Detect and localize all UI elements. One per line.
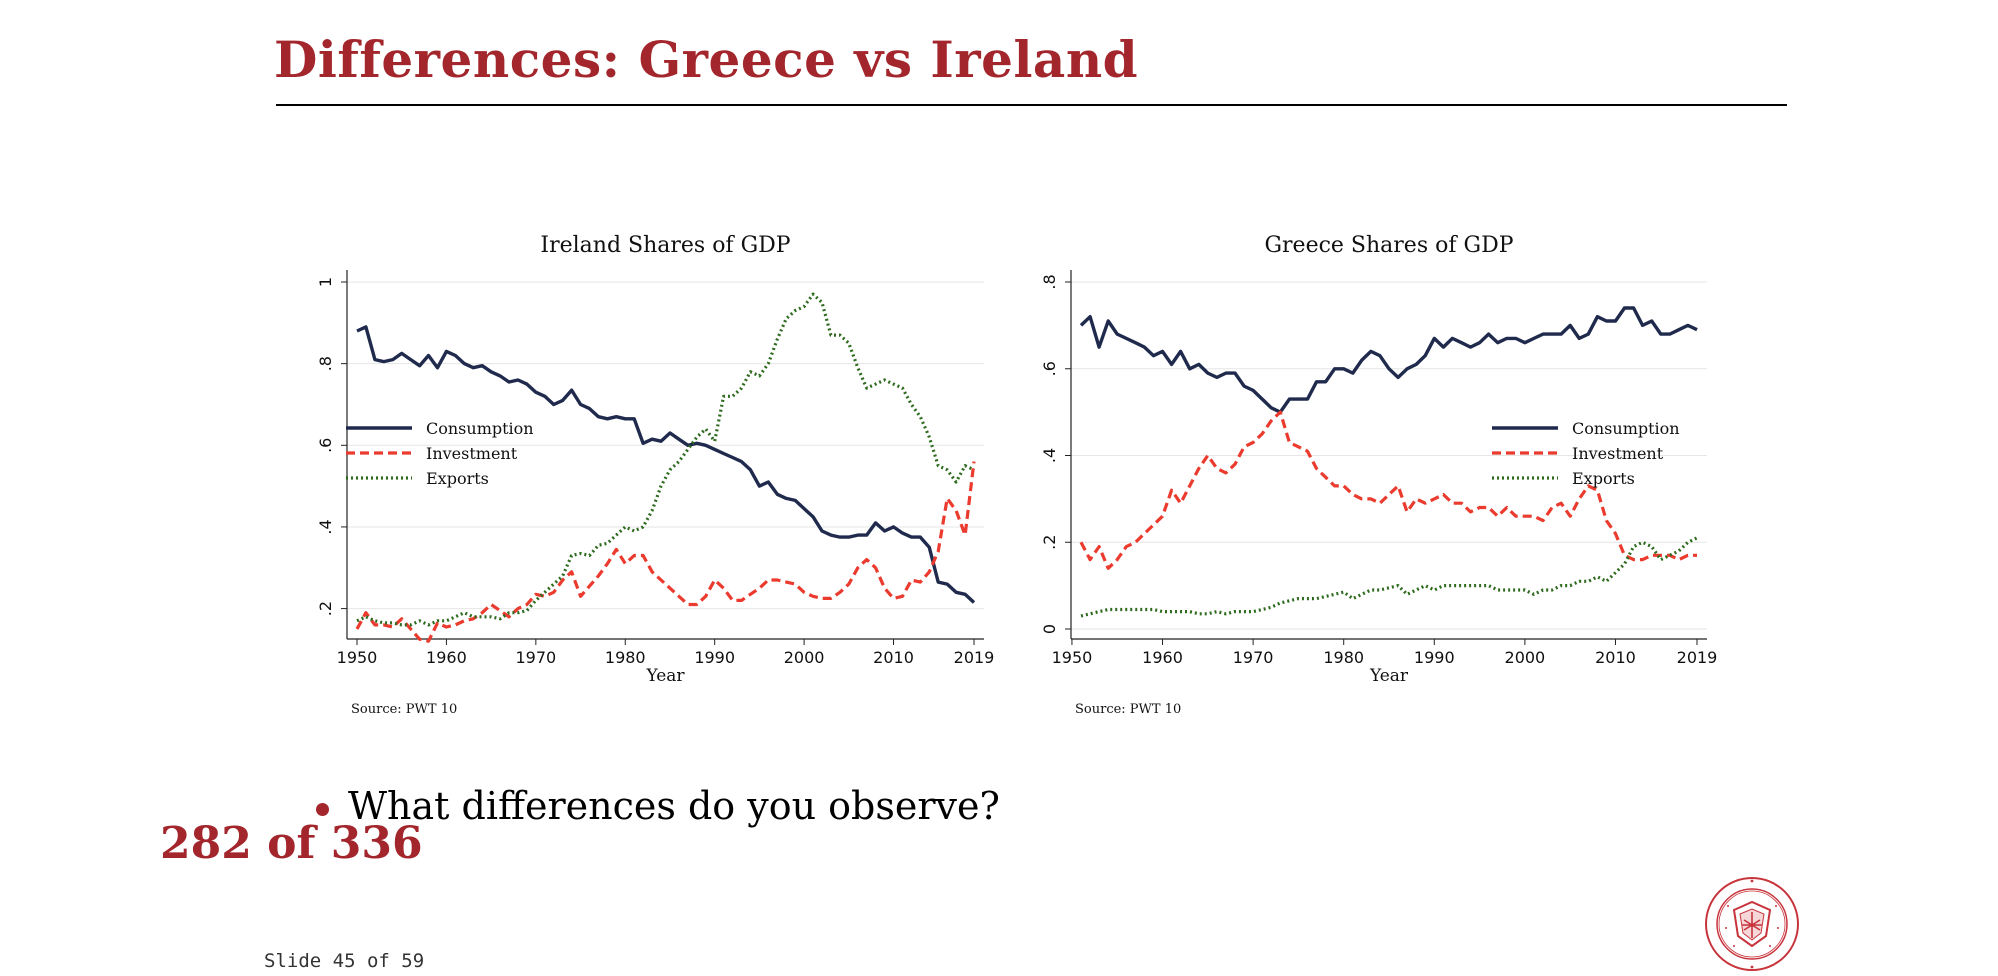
x-tick-label: 1950 (337, 648, 378, 667)
x-tick-label: 1970 (515, 648, 556, 667)
legend-label: Exports (1572, 469, 1635, 488)
slide-title: Differences: Greece vs Ireland (274, 30, 1139, 89)
legend-label: Consumption (1572, 419, 1680, 438)
series-line-exports (1080, 536, 1698, 618)
chart-greece: Greece Shares of GDP 0 .2 .4 .6 .8 1950 1960 197… (1011, 222, 1731, 727)
source-note: Source: PWT 10 (351, 702, 457, 717)
series-line-exports (356, 292, 975, 627)
y-tick-label: .4 (1040, 448, 1059, 463)
x-tick-label: 1980 (605, 648, 646, 667)
chart-ireland: Ireland Shares of GDP .2 .4 .6 .8 1 1950 1960 19… (286, 222, 1006, 727)
y-tick-label: .6 (1040, 361, 1059, 376)
y-tick-label: .8 (1040, 274, 1059, 289)
y-tick-label: 1 (316, 277, 335, 287)
source-note: Source: PWT 10 (1075, 702, 1181, 717)
x-axis-label: Year (645, 666, 685, 686)
legend-label: Consumption (426, 419, 534, 438)
legend-label: Investment (1572, 444, 1664, 463)
y-tick-label: .2 (1040, 535, 1059, 550)
x-tick-label: 1960 (426, 648, 467, 667)
slide-number: Slide 45 of 59 (264, 950, 425, 972)
y-tick-label: .8 (316, 356, 335, 371)
series-line-consumption (1079, 306, 1698, 414)
x-tick-label: 1960 (1142, 648, 1183, 667)
chart-svg: Greece Shares of GDP 0 .2 .4 .6 .8 1950 1960 197… (1040, 233, 1718, 717)
x-tick-label: 1990 (1414, 648, 1455, 667)
x-tick-label: 2000 (784, 648, 825, 667)
x-tick-label: 1990 (694, 648, 735, 667)
chart-title: Ireland Shares of GDP (540, 233, 790, 258)
bullet-text: What differences do you observe? (348, 784, 1000, 828)
y-tick-label: .2 (316, 601, 335, 616)
x-tick-label: 2010 (873, 648, 914, 667)
chart-title: Greece Shares of GDP (1264, 233, 1513, 258)
x-tick-label: 2019 (1677, 648, 1718, 667)
title-divider (276, 104, 1787, 106)
series-line-consumption (356, 325, 976, 604)
x-tick-label: 1970 (1233, 648, 1274, 667)
series-line-investment (1079, 410, 1697, 570)
series-line-investment (355, 461, 976, 643)
y-tick-label: .6 (316, 438, 335, 453)
x-tick-label: 2019 (954, 648, 995, 667)
y-tick-label: 0 (1040, 624, 1059, 634)
x-tick-label: 1950 (1052, 648, 1093, 667)
bullet-marker (316, 803, 329, 816)
y-tick-label: .4 (316, 519, 335, 534)
university-seal-logo (1704, 876, 1800, 972)
chart-svg: Ireland Shares of GDP .2 .4 .6 .8 1 1950 1960 19… (316, 233, 995, 717)
x-tick-label: 1980 (1323, 648, 1364, 667)
page-counter: 282 of 336 (160, 818, 423, 869)
x-axis-label: Year (1369, 666, 1409, 686)
legend-label: Investment (426, 444, 518, 463)
legend-label: Exports (426, 469, 489, 488)
x-tick-label: 2010 (1595, 648, 1636, 667)
x-tick-label: 2000 (1505, 648, 1546, 667)
